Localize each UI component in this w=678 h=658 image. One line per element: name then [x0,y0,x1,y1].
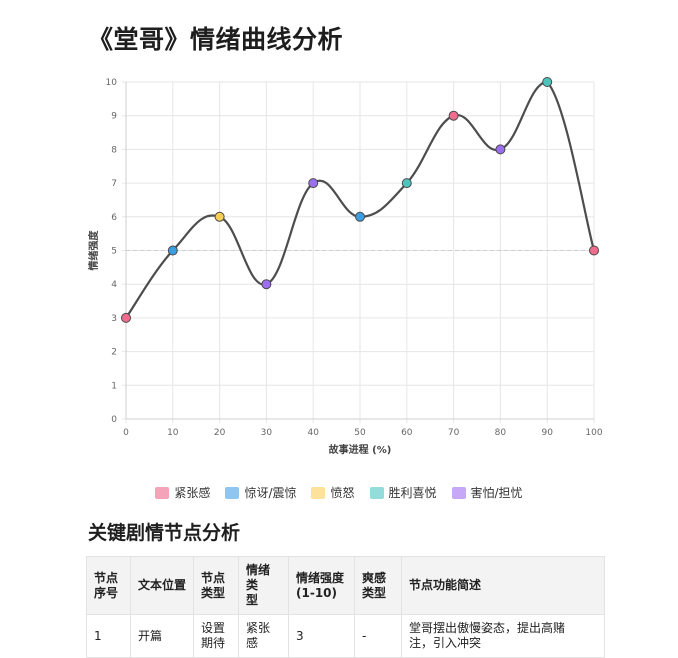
x-tick-label: 90 [541,428,553,438]
data-point[interactable] [167,245,178,256]
chart-legend: 紧张感 惊讶/震惊 愤怒 胜利喜悦 害怕/担忧 [0,484,678,501]
table-cell: 堂哥摆出傲慢姿态，提出高赌 注，引入冲突 [401,614,605,658]
legend-item[interactable]: 紧张感 [155,484,210,501]
table-header-cell: 情绪强度 (1-10) [288,556,355,615]
table-header-cell: 节点 类型 [193,556,239,615]
legend-item[interactable]: 害怕/担忧 [451,484,523,501]
y-tick-label: 4 [111,280,117,290]
chart-gridlines [122,81,595,423]
x-tick-label: 70 [448,428,460,438]
y-tick-label: 5 [111,247,117,257]
x-tick-label: 60 [401,428,413,438]
table-cell: 3 [288,614,355,658]
table-cell: 设置 期待 [193,614,239,658]
legend-swatch [311,486,326,499]
table-header-cell: 情绪类型 [238,556,289,615]
y-tick-label: 10 [106,78,118,88]
x-tick-label: 20 [214,428,226,438]
section-title: 关键剧情节点分析 [88,522,241,544]
y-tick-label: 6 [111,213,117,223]
table-header-row: 节点 序号 文本位置 节点 类型 情绪类型情绪强度 (1-10) 爽感 类型 节点功能简述 [86,556,605,615]
x-tick-label: 80 [495,428,507,438]
x-tick-label: 10 [167,428,179,438]
data-point[interactable] [308,178,319,189]
x-tick-label: 40 [307,428,319,438]
data-point[interactable] [448,110,459,121]
y-tick-label: 9 [111,112,117,122]
table-cell: 开篇 [130,614,194,658]
data-point[interactable] [495,144,506,155]
table-header-cell: 爽感 类型 [354,556,402,615]
y-tick-label: 0 [111,415,117,425]
table-body: 1 开篇 设置 期待 紧张感 3- 堂哥摆出傲慢姿态，提出高赌 注，引入冲突 [86,614,605,658]
key-nodes-table: 节点 序号 文本位置 节点 类型 情绪类型情绪强度 (1-10) 爽感 类型 节点功能简述 1 开篇… [86,556,605,658]
legend-item[interactable]: 惊讶/震惊 [225,484,296,501]
legend-label: 胜利喜悦 [388,486,437,500]
data-point[interactable] [542,77,553,87]
data-point[interactable] [121,312,131,323]
y-tick-label: 8 [111,145,117,155]
page-title: 《堂哥》情绪曲线分析 [88,25,344,54]
y-tick-label: 2 [111,348,117,358]
table-header-cell: 文本位置 [130,556,194,615]
data-point[interactable] [589,245,599,256]
legend-swatch [225,486,240,499]
y-tick-label: 7 [111,179,117,189]
data-point[interactable] [401,178,412,189]
table-cell: 紧张感 [238,614,289,658]
y-tick-label: 3 [111,314,117,324]
y-axis-title: 情绪强度 [87,230,100,271]
legend-label: 紧张感 [174,486,211,500]
x-tick-label: 0 [123,428,129,438]
x-tick-label: 100 [585,428,602,438]
table-row: 1 开篇 设置 期待 紧张感 3- 堂哥摆出傲慢姿态，提出高赌 注，引入冲突 [86,614,605,658]
legend-swatch [451,486,466,499]
y-tick-label: 1 [111,381,117,391]
legend-label: 惊讶/震惊 [244,486,297,500]
legend-label: 害怕/担忧 [470,486,523,500]
chart-points [121,77,599,323]
key-nodes-table-wrap: 节点 序号 文本位置 节点 类型 情绪类型情绪强度 (1-10) 爽感 类型 节点功能简述 1 开篇… [86,556,605,658]
legend-swatch [155,486,170,499]
x-tick-label: 30 [261,428,273,438]
legend-item[interactable]: 愤怒 [311,484,355,501]
table-cell: - [354,614,402,658]
x-tick-label: 50 [354,428,366,438]
legend-label: 愤怒 [330,486,355,500]
data-point[interactable] [355,211,365,222]
x-axis-title: 故事进程 (%) [329,443,392,456]
table-cell: 1 [86,614,131,658]
table-header-cell: 节点功能简述 [401,556,605,615]
data-point[interactable] [214,211,225,222]
data-point[interactable] [261,279,272,290]
table-header-cell: 节点 序号 [86,556,131,615]
legend-item[interactable]: 胜利喜悦 [369,484,437,501]
legend-swatch [369,486,384,499]
